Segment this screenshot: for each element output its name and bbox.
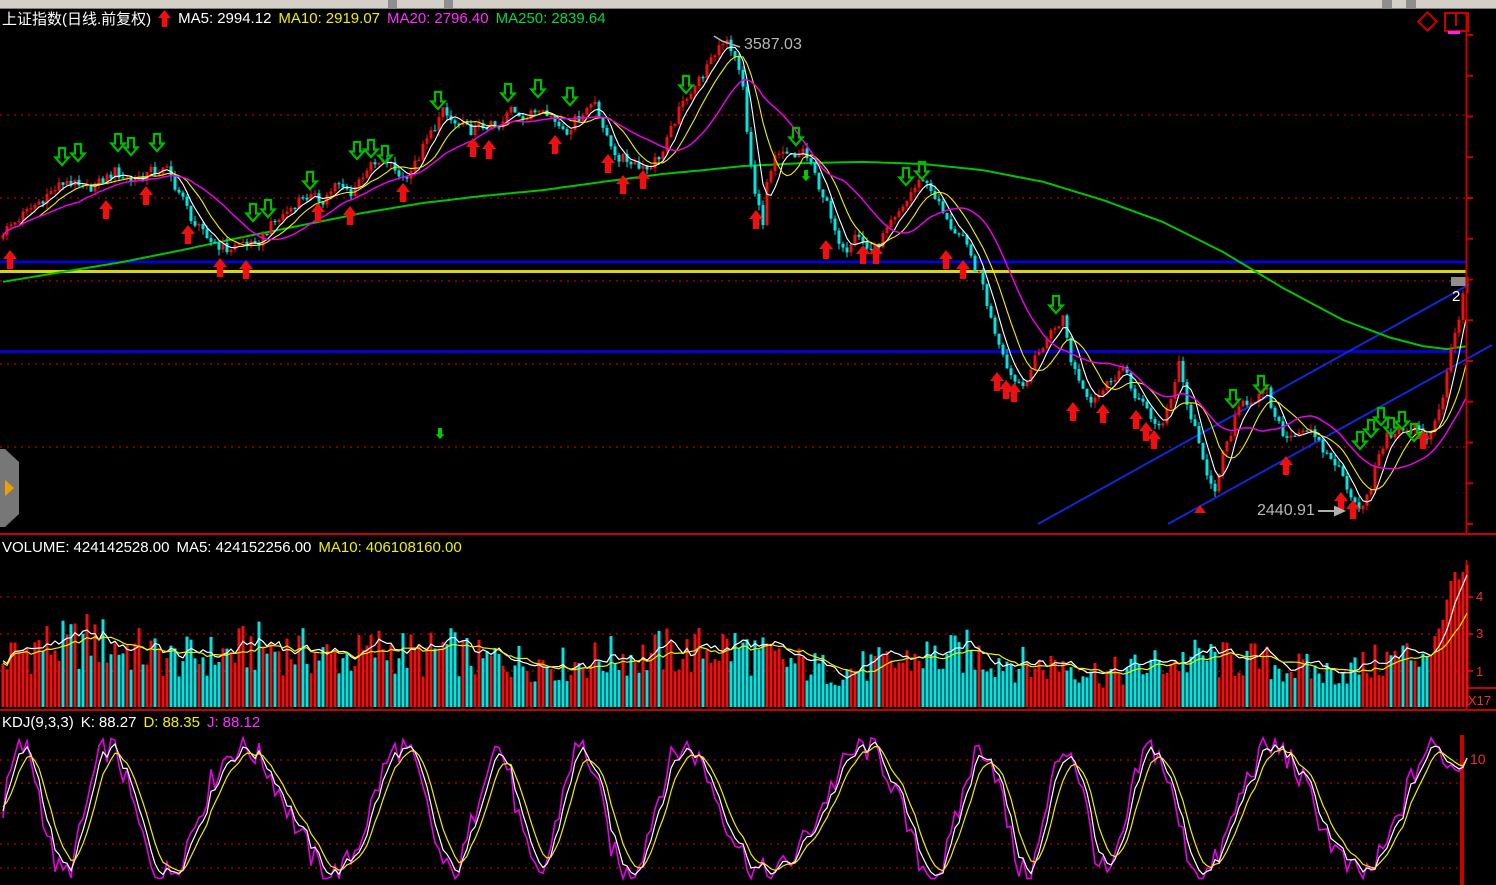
vol-ma5-readout: MA5: 424152256.00: [176, 539, 312, 556]
ma10-readout: MA10: 2919.07: [278, 10, 381, 27]
toolbar-notch: [1406, 0, 1416, 8]
ma5-readout: MA5: 2994.12: [178, 10, 272, 27]
kdj-d-readout: D: 88.35: [143, 714, 200, 731]
volume-header: VOLUME: 424142528.00 MA5: 424152256.00 MA1…: [2, 538, 462, 557]
right-axis-tag: 2: [1452, 288, 1461, 305]
top-window-edge: [0, 0, 1496, 9]
corner-controls: [1416, 10, 1469, 33]
vol-axis-tick-3: 3: [1476, 626, 1484, 641]
window-layout-icon[interactable]: [1444, 12, 1469, 32]
main-chart-header: 上证指数(日线.前复权) MA5: 2994.12 MA10: 2919.07 MA…: [2, 9, 606, 28]
magenta-marker: [1448, 31, 1460, 34]
kdj-header: KDJ(9,3,3) K: 88.27 D: 88.35 J: 88.12: [2, 713, 260, 732]
kdj-j-readout: J: 88.12: [206, 714, 261, 731]
expand-arrow-icon: [5, 480, 14, 496]
trough-price-annotation: 2440.91: [1257, 502, 1315, 519]
kdj-axis-tick: 10: [1470, 751, 1486, 767]
volume-readout: VOLUME: 424142528.00: [2, 539, 170, 556]
peak-price-annotation: 3587.03: [744, 36, 802, 53]
up-arrow-icon: [158, 10, 172, 27]
vol-unit-label: X17: [1468, 693, 1492, 708]
kdj-indicator-label: KDJ(9,3,3): [2, 714, 74, 731]
toolbar-notch: [388, 0, 397, 8]
side-panel-handle[interactable]: [0, 449, 19, 527]
vol-axis-tick-1: 1: [1476, 664, 1484, 679]
kdj-k-readout: K: 88.27: [80, 714, 137, 731]
vol-axis-tick-4: 4: [1476, 589, 1484, 604]
instrument-title: 上证指数(日线.前复权): [2, 11, 152, 28]
toolbar-notch: [444, 0, 453, 8]
toolbar-notch: [1382, 0, 1392, 8]
ma20-readout: MA20: 2796.40: [387, 10, 489, 27]
ma250-readout: MA250: 2839.64: [495, 10, 606, 27]
vol-ma10-readout: MA10: 406108160.00: [318, 539, 462, 556]
diamond-icon[interactable]: [1416, 10, 1439, 33]
